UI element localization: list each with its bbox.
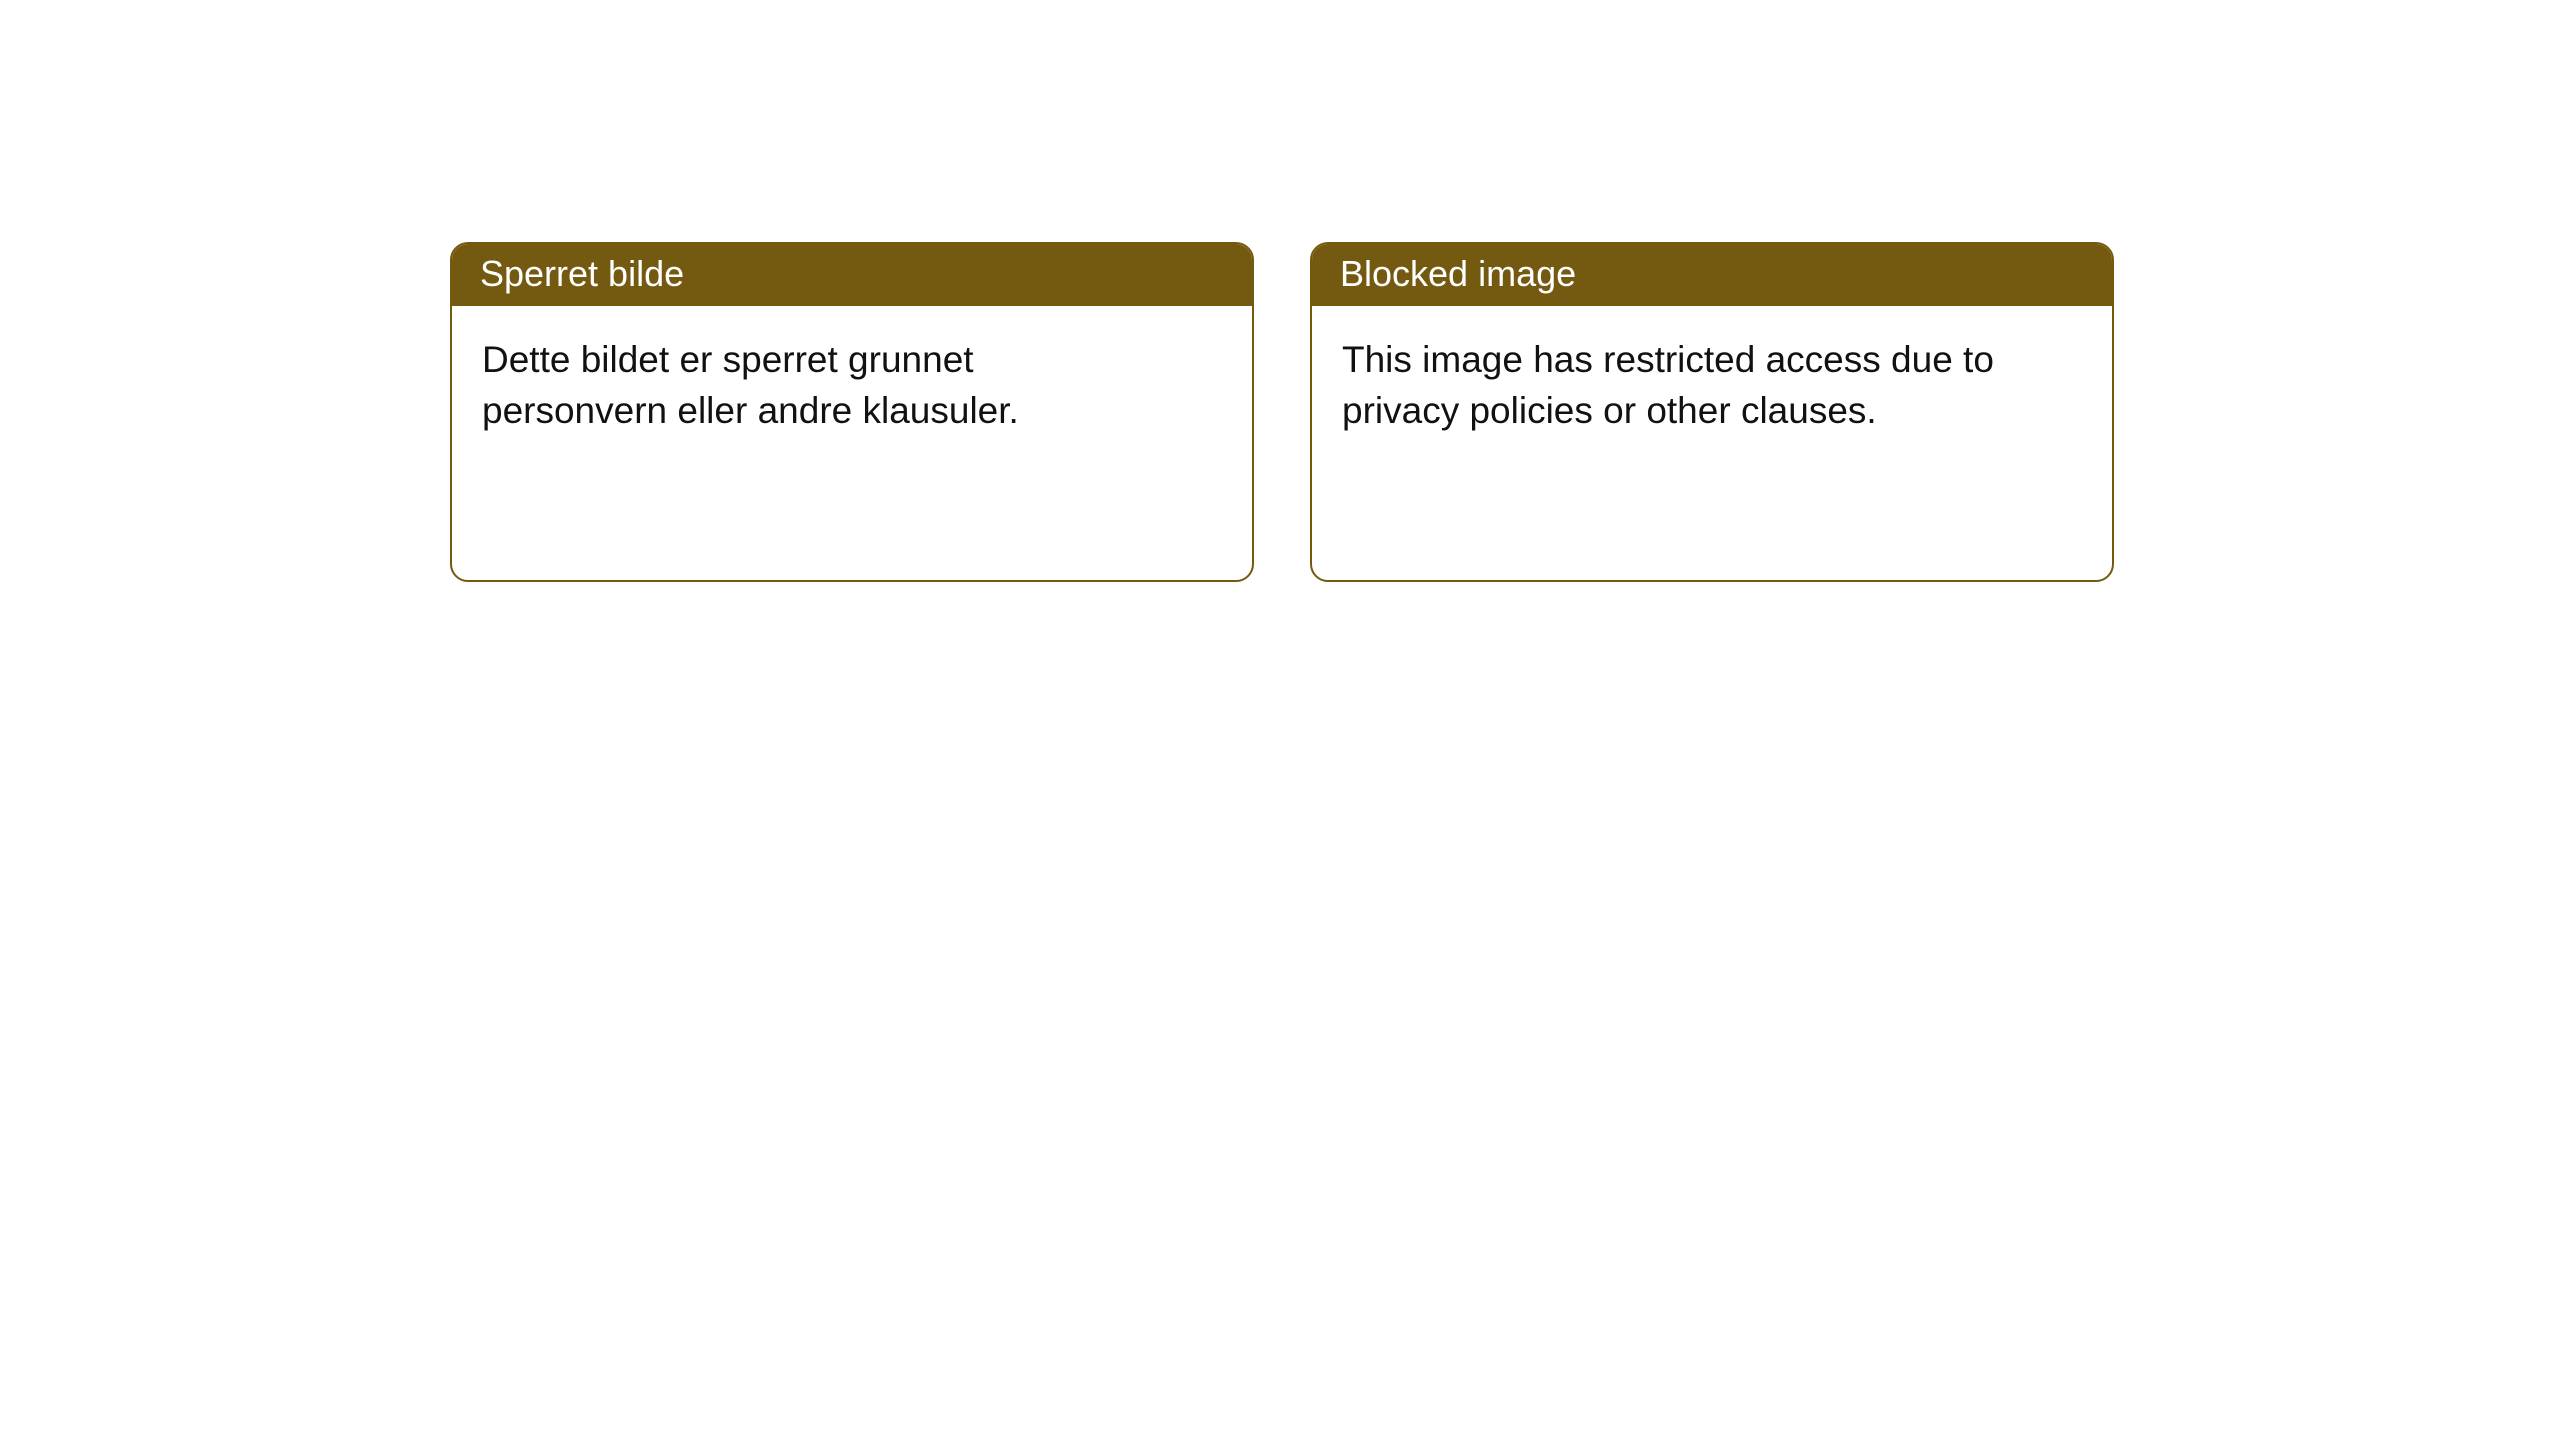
blocked-image-panel-en: Blocked image This image has restricted … bbox=[1310, 242, 2114, 582]
blocked-image-panel-no: Sperret bilde Dette bildet er sperret gr… bbox=[450, 242, 1254, 582]
panel-body: This image has restricted access due to … bbox=[1312, 306, 2032, 464]
panel-title: Sperret bilde bbox=[452, 244, 1252, 306]
panel-body: Dette bildet er sperret grunnet personve… bbox=[452, 306, 1172, 464]
notice-row: Sperret bilde Dette bildet er sperret gr… bbox=[0, 0, 2560, 582]
panel-title: Blocked image bbox=[1312, 244, 2112, 306]
